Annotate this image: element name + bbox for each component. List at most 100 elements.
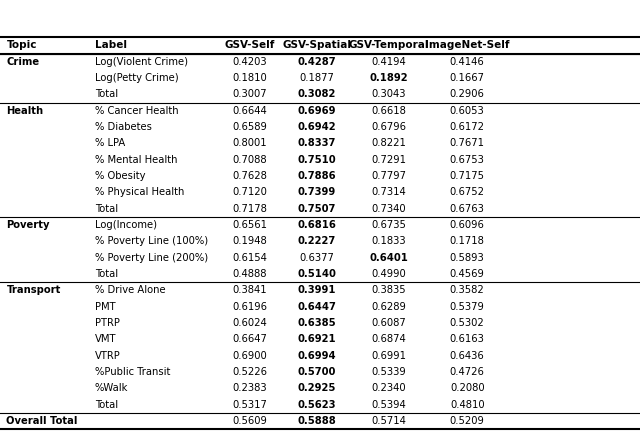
Text: 0.3082: 0.3082 [298,89,336,99]
Text: 0.5714: 0.5714 [372,416,406,426]
Text: 0.7399: 0.7399 [298,187,336,198]
Text: 0.3582: 0.3582 [450,286,484,295]
Text: 0.3841: 0.3841 [232,286,267,295]
Text: 0.1877: 0.1877 [300,73,334,83]
Text: 0.5302: 0.5302 [450,318,484,328]
Text: 0.7120: 0.7120 [232,187,267,198]
Text: 0.4146: 0.4146 [450,57,484,67]
Text: 0.6087: 0.6087 [372,318,406,328]
Text: 0.4203: 0.4203 [232,57,267,67]
Text: 0.1833: 0.1833 [372,237,406,247]
Text: 0.3007: 0.3007 [232,89,267,99]
Text: 0.6436: 0.6436 [450,351,484,361]
Text: 0.6900: 0.6900 [232,351,267,361]
Text: % Mental Health: % Mental Health [95,155,177,165]
Text: % Obesity: % Obesity [95,171,145,181]
Text: 0.3991: 0.3991 [298,286,336,295]
Text: 0.8337: 0.8337 [298,138,336,148]
Text: 0.7088: 0.7088 [232,155,267,165]
Text: 0.5623: 0.5623 [298,400,336,410]
Text: 0.4726: 0.4726 [450,367,484,377]
Text: 0.6447: 0.6447 [298,302,336,312]
Text: 0.6024: 0.6024 [232,318,267,328]
Text: 0.3835: 0.3835 [372,286,406,295]
Text: PTRP: PTRP [95,318,120,328]
Text: ImageNet-Self: ImageNet-Self [425,40,509,50]
Text: 0.6377: 0.6377 [300,253,334,263]
Text: 0.4810: 0.4810 [450,400,484,410]
Text: PMT: PMT [95,302,115,312]
Text: 0.5226: 0.5226 [232,367,267,377]
Text: 0.2906: 0.2906 [450,89,484,99]
Text: 0.5140: 0.5140 [298,269,336,279]
Text: VTRP: VTRP [95,351,120,361]
Text: 0.5394: 0.5394 [372,400,406,410]
Text: 0.7797: 0.7797 [372,171,406,181]
Text: 0.6874: 0.6874 [372,334,406,344]
Text: 0.7628: 0.7628 [232,171,267,181]
Text: % Cancer Health: % Cancer Health [95,106,179,116]
Text: 0.6096: 0.6096 [450,220,484,230]
Text: 0.1810: 0.1810 [232,73,267,83]
Text: Crime: Crime [6,57,40,67]
Text: 0.6969: 0.6969 [298,106,336,116]
Text: 0.4287: 0.4287 [298,57,336,67]
Text: 0.5893: 0.5893 [450,253,484,263]
Text: 0.1948: 0.1948 [232,237,267,247]
Text: 0.7671: 0.7671 [450,138,484,148]
Text: % Poverty Line (100%): % Poverty Line (100%) [95,237,208,247]
Text: 0.5339: 0.5339 [372,367,406,377]
Text: 0.6816: 0.6816 [298,220,336,230]
Text: 0.2383: 0.2383 [232,383,267,393]
Text: 0.4990: 0.4990 [372,269,406,279]
Text: 0.7314: 0.7314 [372,187,406,198]
Text: % LPA: % LPA [95,138,125,148]
Text: Total: Total [95,400,118,410]
Text: Health: Health [6,106,44,116]
Text: 0.6796: 0.6796 [372,122,406,132]
Text: 0.6942: 0.6942 [298,122,336,132]
Text: 0.2080: 0.2080 [450,383,484,393]
Text: % Poverty Line (200%): % Poverty Line (200%) [95,253,208,263]
Text: 0.6994: 0.6994 [298,351,336,361]
Text: 0.2925: 0.2925 [298,383,336,393]
Text: 0.8221: 0.8221 [372,138,406,148]
Text: Topic: Topic [6,40,37,50]
Text: 0.5209: 0.5209 [450,416,484,426]
Text: 0.4888: 0.4888 [232,269,267,279]
Text: 0.2227: 0.2227 [298,237,336,247]
Text: 0.6561: 0.6561 [232,220,267,230]
Text: 0.6385: 0.6385 [298,318,336,328]
Text: 0.5609: 0.5609 [232,416,267,426]
Text: 0.5700: 0.5700 [298,367,336,377]
Text: %Walk: %Walk [95,383,128,393]
Text: 0.6196: 0.6196 [232,302,267,312]
Text: GSV-Spatial: GSV-Spatial [282,40,351,50]
Text: 0.6154: 0.6154 [232,253,267,263]
Text: 0.6647: 0.6647 [232,334,267,344]
Text: 0.6991: 0.6991 [372,351,406,361]
Text: 0.6618: 0.6618 [372,106,406,116]
Text: Total: Total [95,204,118,214]
Text: 0.7507: 0.7507 [298,204,336,214]
Text: 0.6172: 0.6172 [450,122,484,132]
Text: 0.6921: 0.6921 [298,334,336,344]
Text: 0.5888: 0.5888 [298,416,336,426]
Text: 0.6401: 0.6401 [370,253,408,263]
Text: 0.6644: 0.6644 [232,106,267,116]
Text: % Diabetes: % Diabetes [95,122,152,132]
Text: 0.1892: 0.1892 [370,73,408,83]
Text: Poverty: Poverty [6,220,50,230]
Text: 0.6589: 0.6589 [232,122,267,132]
Text: 0.7510: 0.7510 [298,155,336,165]
Text: 0.7175: 0.7175 [450,171,484,181]
Text: Total: Total [95,89,118,99]
Text: 0.8001: 0.8001 [232,138,267,148]
Text: VMT: VMT [95,334,116,344]
Text: 0.4569: 0.4569 [450,269,484,279]
Text: 0.6735: 0.6735 [372,220,406,230]
Text: Label: Label [95,40,127,50]
Text: 0.6763: 0.6763 [450,204,484,214]
Text: Transport: Transport [6,286,61,295]
Text: % Drive Alone: % Drive Alone [95,286,165,295]
